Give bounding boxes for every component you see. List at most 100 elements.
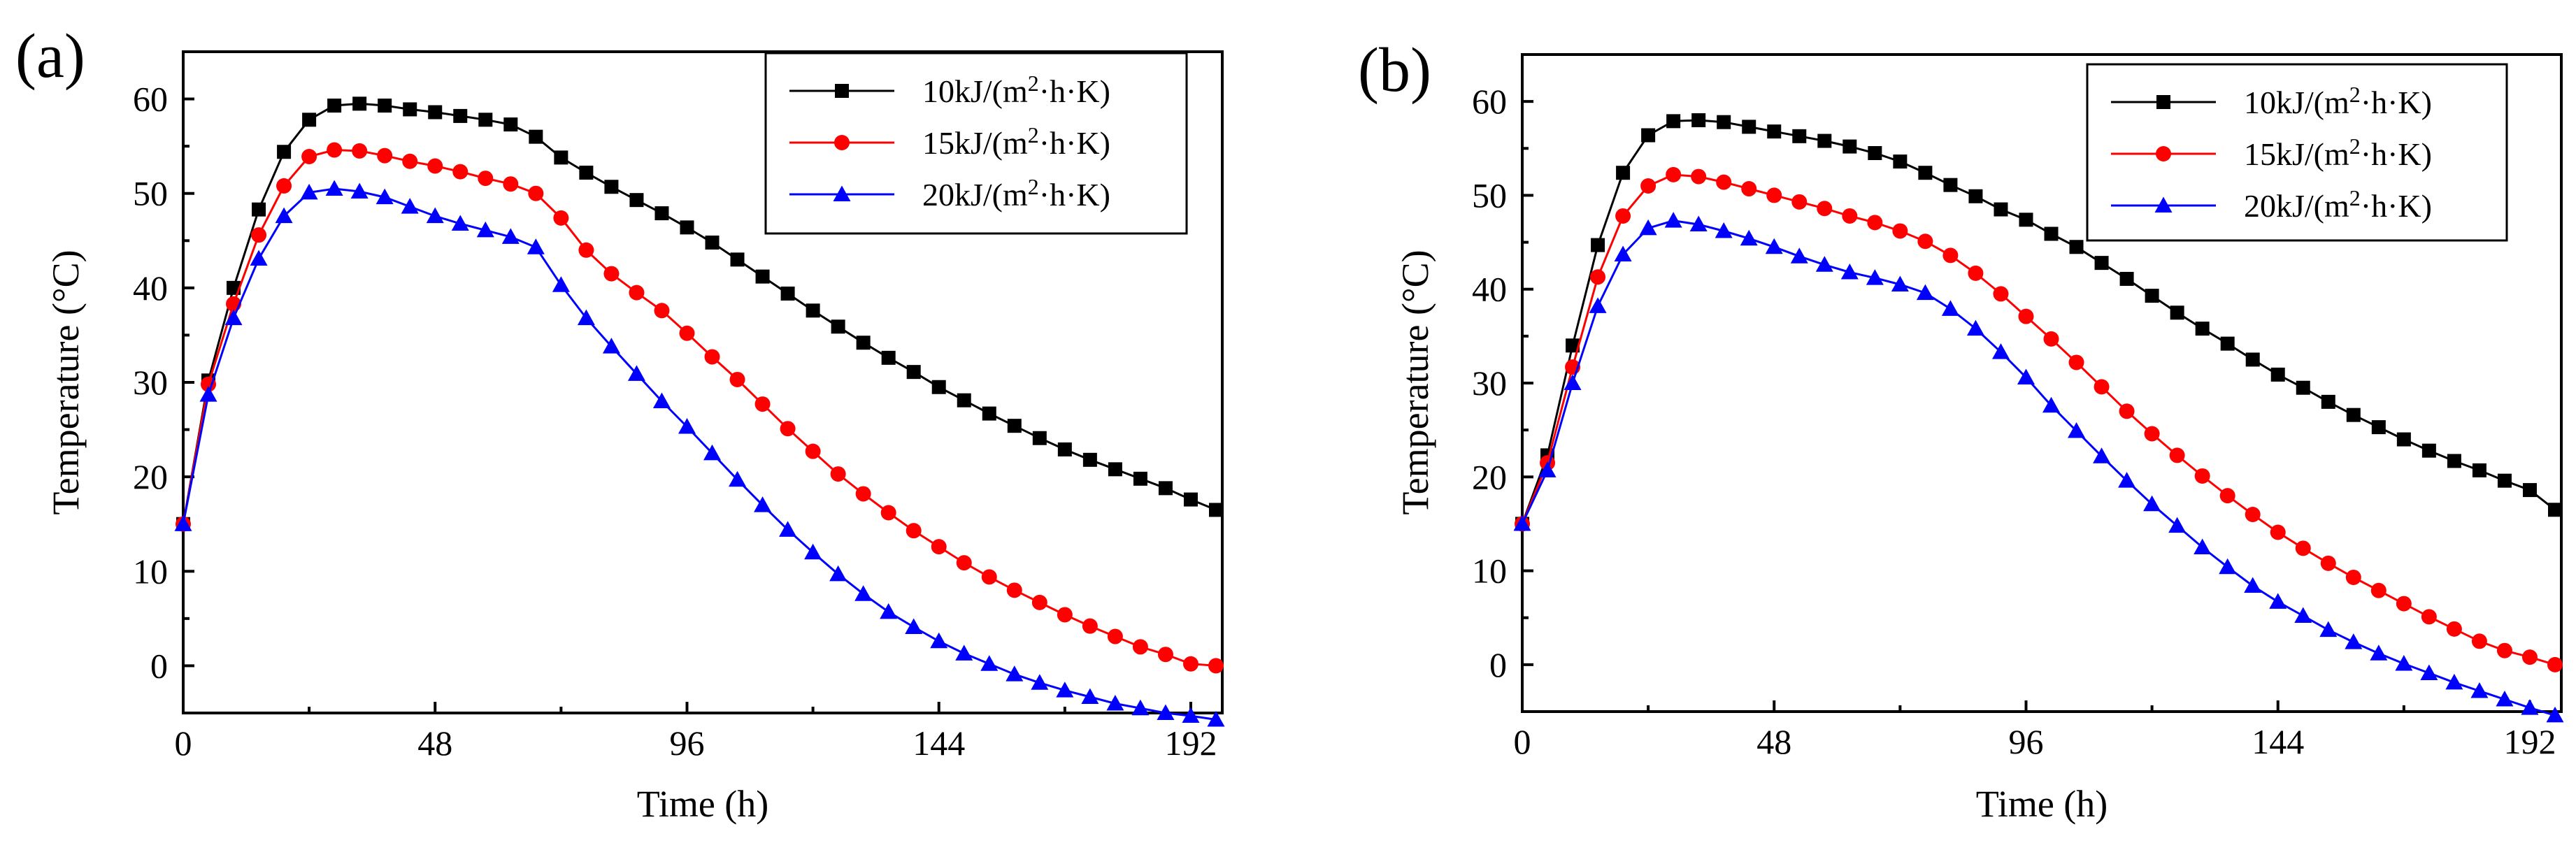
data-point bbox=[1817, 201, 1833, 217]
data-point bbox=[805, 443, 821, 459]
data-point bbox=[905, 618, 923, 635]
data-point bbox=[779, 521, 797, 537]
data-point bbox=[1742, 120, 1756, 134]
legend-marker bbox=[834, 135, 850, 150]
y-tick-label: 0 bbox=[1489, 645, 1507, 684]
data-point bbox=[906, 523, 922, 539]
data-point bbox=[1815, 256, 1833, 272]
data-point bbox=[1842, 208, 1858, 224]
y-tick-label: 50 bbox=[133, 174, 168, 213]
data-point bbox=[729, 371, 745, 387]
data-point bbox=[2445, 673, 2463, 690]
data-point bbox=[2346, 408, 2361, 422]
data-point bbox=[1868, 146, 1882, 160]
data-point bbox=[2194, 468, 2210, 484]
x-axis-ticks: 0 48 96 144 192 bbox=[175, 702, 1217, 763]
data-point bbox=[1641, 128, 1656, 143]
data-point bbox=[1031, 674, 1049, 690]
x-axis-title: Time (h) bbox=[637, 783, 769, 825]
data-point bbox=[2472, 463, 2486, 477]
data-point bbox=[453, 108, 468, 123]
data-point bbox=[1056, 682, 1074, 698]
data-point bbox=[1614, 245, 1632, 262]
data-point bbox=[503, 176, 519, 192]
data-point bbox=[350, 182, 368, 199]
data-point bbox=[2270, 367, 2285, 382]
data-point bbox=[1867, 215, 1883, 231]
data-point bbox=[2094, 256, 2109, 271]
series-line-2 bbox=[1521, 219, 2556, 716]
data-point bbox=[930, 632, 948, 649]
data-point bbox=[906, 365, 921, 380]
data-point bbox=[451, 215, 469, 231]
data-point bbox=[275, 207, 293, 224]
data-point bbox=[1106, 694, 1124, 711]
data-point bbox=[678, 418, 696, 434]
data-point bbox=[780, 286, 795, 301]
data-point bbox=[1006, 582, 1022, 598]
data-point bbox=[2319, 621, 2338, 638]
data-point bbox=[755, 269, 770, 284]
data-point bbox=[1941, 300, 1959, 316]
y-axis-title: Temperature (°C) bbox=[45, 250, 87, 514]
data-point bbox=[830, 466, 846, 482]
data-point bbox=[1208, 503, 1223, 517]
y-tick-label: 20 bbox=[1472, 457, 1507, 496]
data-point bbox=[1207, 710, 1225, 727]
data-point bbox=[2420, 664, 2438, 680]
y-axis-ticks: 0 10 20 30 40 50 60 bbox=[133, 50, 194, 714]
data-point bbox=[2521, 699, 2539, 715]
data-point bbox=[1057, 442, 1072, 456]
data-point bbox=[1081, 688, 1099, 705]
data-point bbox=[705, 235, 720, 250]
data-point bbox=[1566, 338, 1580, 353]
data-point bbox=[1791, 194, 1808, 210]
data-point bbox=[2168, 517, 2187, 533]
x-tick-label: 96 bbox=[669, 723, 704, 763]
data-point bbox=[1108, 462, 1122, 477]
data-point bbox=[1007, 419, 1022, 433]
y-tick-label: 10 bbox=[133, 552, 168, 591]
data-point bbox=[1131, 699, 1150, 716]
data-point bbox=[2244, 577, 2262, 593]
data-point bbox=[2294, 607, 2312, 624]
series-layer bbox=[174, 96, 1225, 727]
data-point bbox=[829, 565, 847, 582]
y-tick-label: 50 bbox=[1472, 175, 1507, 215]
y-axis-title: Temperature (°C) bbox=[1394, 250, 1436, 514]
data-point bbox=[955, 644, 973, 661]
data-point bbox=[931, 380, 946, 394]
data-point bbox=[2119, 271, 2134, 286]
data-point bbox=[1664, 212, 1682, 228]
x-tick-label: 192 bbox=[1164, 723, 1217, 763]
panel-label: (b) bbox=[1358, 36, 1431, 105]
data-point bbox=[325, 180, 343, 196]
data-point bbox=[528, 185, 544, 201]
data-point bbox=[654, 303, 670, 319]
data-point bbox=[1208, 658, 1224, 674]
data-point bbox=[1513, 514, 1531, 531]
data-point bbox=[428, 105, 443, 120]
data-point bbox=[1589, 297, 1607, 313]
data-point bbox=[1740, 229, 1758, 246]
data-point bbox=[981, 569, 997, 585]
data-point bbox=[729, 470, 747, 487]
data-point bbox=[2169, 447, 2185, 463]
data-point bbox=[1640, 178, 1656, 194]
series-layer bbox=[1513, 113, 2564, 723]
data-point bbox=[276, 178, 292, 194]
data-point bbox=[629, 193, 644, 208]
x-tick-label: 144 bbox=[2252, 722, 2304, 761]
data-point bbox=[1716, 174, 1732, 190]
data-point bbox=[1057, 607, 1073, 623]
data-point bbox=[2395, 655, 2413, 671]
data-point bbox=[679, 325, 695, 341]
data-point bbox=[2118, 472, 2136, 488]
data-point bbox=[2496, 691, 2514, 707]
x-axis-ticks: 0 48 96 144 192 bbox=[1514, 700, 2556, 761]
data-point bbox=[1538, 461, 1557, 477]
data-point bbox=[1993, 286, 2009, 302]
data-point bbox=[1691, 113, 1706, 127]
data-point bbox=[1689, 215, 1708, 232]
